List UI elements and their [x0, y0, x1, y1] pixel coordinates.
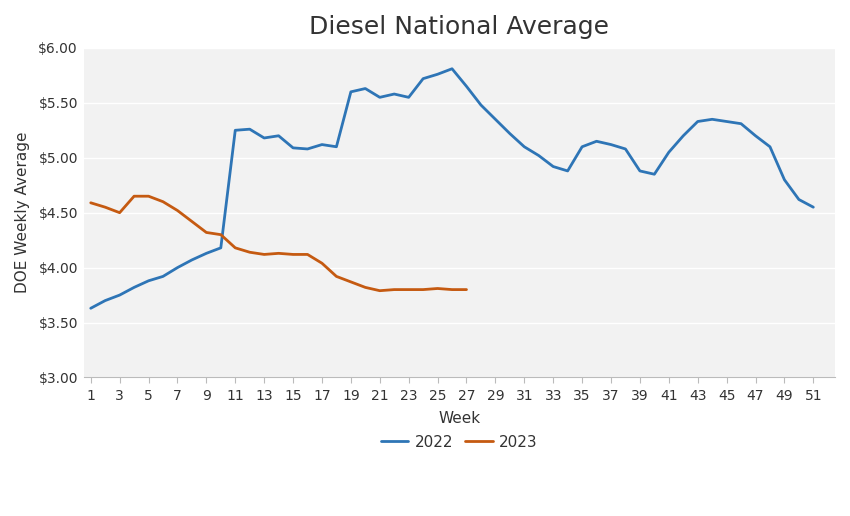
- 2023: [86, 200, 96, 206]
- 2023: [418, 286, 428, 293]
- 2023: [389, 286, 400, 293]
- 2023: [216, 232, 226, 238]
- 2023: [173, 207, 183, 214]
- 2022: [808, 204, 819, 211]
- Title: Diesel National Average: Diesel National Average: [309, 15, 609, 39]
- 2023: [360, 284, 371, 291]
- 2023: [230, 245, 241, 251]
- 2023: [129, 193, 139, 199]
- 2023: [144, 193, 154, 199]
- 2022: [303, 146, 313, 152]
- 2023: [201, 230, 212, 236]
- 2022: [317, 141, 327, 148]
- 2023: [375, 287, 385, 294]
- 2022: [86, 305, 96, 311]
- X-axis label: Week: Week: [439, 411, 480, 426]
- 2022: [620, 146, 631, 152]
- 2022: [577, 143, 587, 150]
- 2023: [433, 285, 443, 292]
- Y-axis label: DOE Weekly Average: DOE Weekly Average: [15, 132, 30, 294]
- 2023: [288, 251, 298, 257]
- 2023: [100, 204, 110, 211]
- 2023: [158, 199, 168, 205]
- 2023: [404, 286, 414, 293]
- 2023: [332, 273, 342, 280]
- 2023: [187, 218, 197, 224]
- 2023: [245, 249, 255, 255]
- 2023: [346, 279, 356, 285]
- Legend: 2022, 2023: 2022, 2023: [381, 434, 537, 449]
- 2023: [462, 286, 472, 293]
- 2023: [115, 209, 125, 216]
- 2023: [274, 250, 284, 256]
- 2023: [447, 286, 457, 293]
- 2023: [259, 251, 269, 257]
- Line: 2023: 2023: [91, 196, 467, 291]
- 2023: [317, 260, 327, 266]
- Line: 2022: 2022: [91, 69, 813, 308]
- 2022: [245, 126, 255, 132]
- 2022: [447, 66, 457, 72]
- 2023: [303, 251, 313, 257]
- 2022: [794, 197, 804, 203]
